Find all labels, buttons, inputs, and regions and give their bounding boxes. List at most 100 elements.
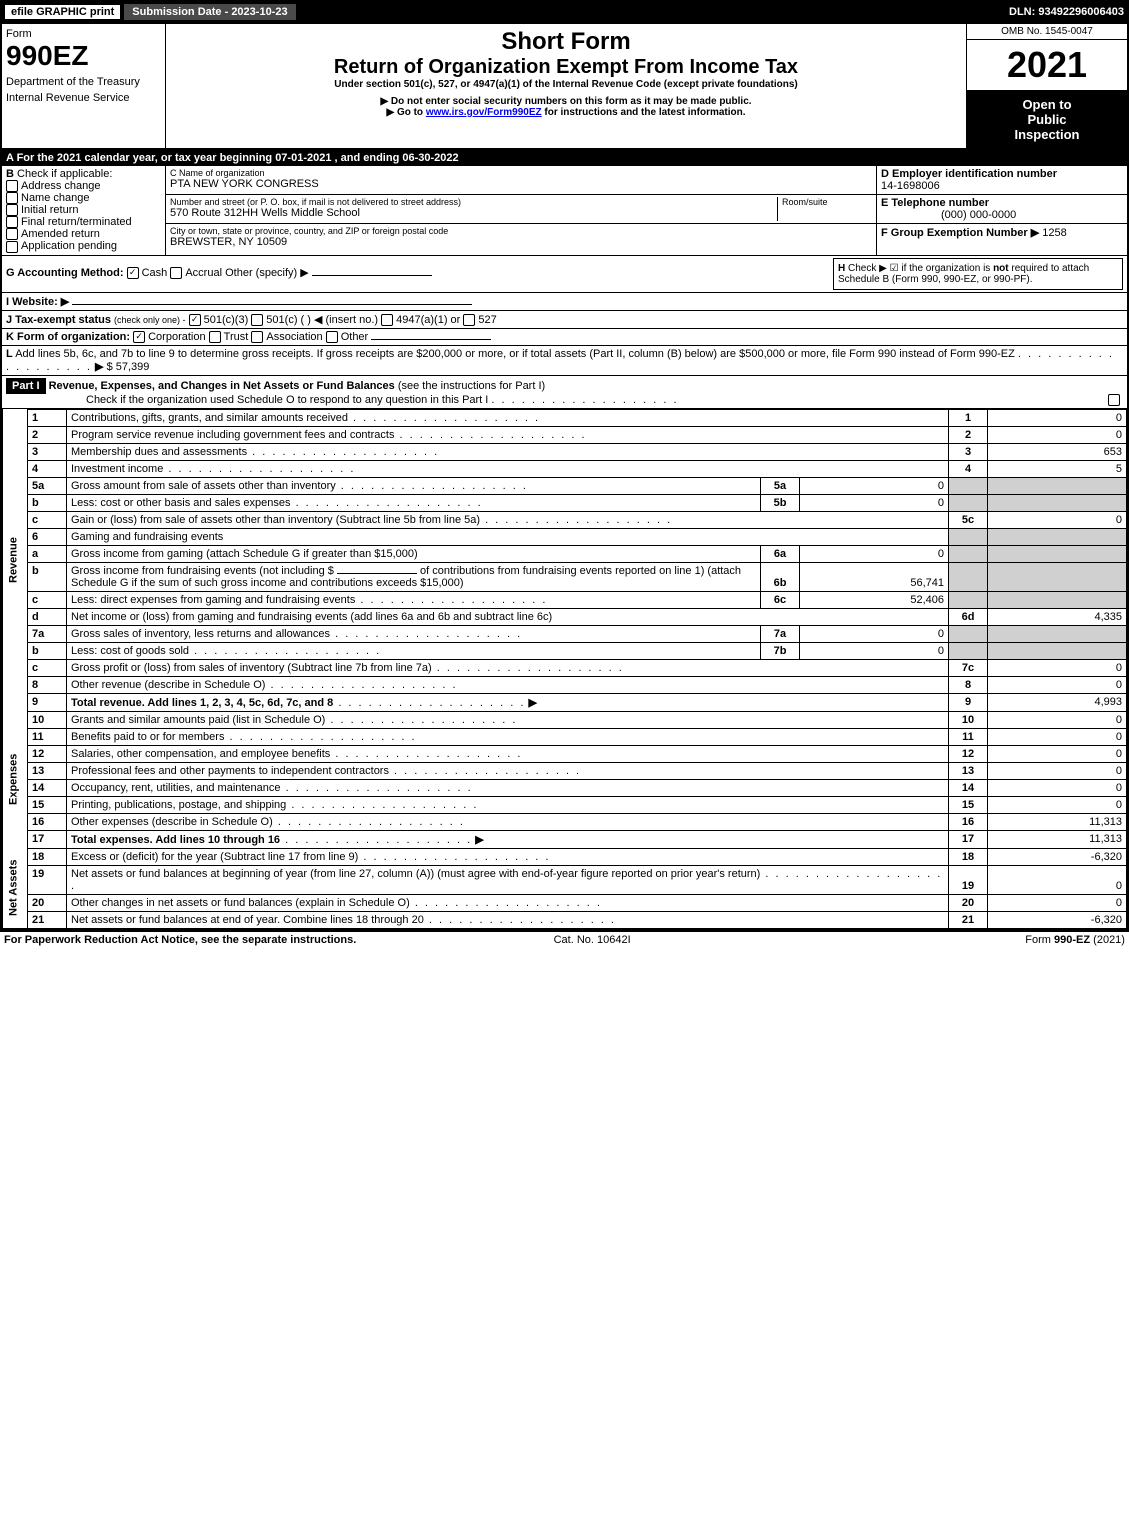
checkbox-527[interactable] bbox=[463, 314, 475, 326]
arrow-icon: ▶ bbox=[475, 834, 483, 846]
line-desc: Other revenue (describe in Schedule O) bbox=[71, 679, 265, 691]
form-header: Form 990EZ Department of the Treasury In… bbox=[2, 24, 1127, 150]
dots-icon bbox=[224, 731, 416, 743]
checkbox-association[interactable] bbox=[251, 331, 263, 343]
shaded-cell bbox=[949, 625, 988, 642]
line-desc: Occupancy, rent, utilities, and maintena… bbox=[71, 782, 281, 794]
department-label: Department of the Treasury bbox=[6, 76, 161, 88]
checkbox-501c[interactable] bbox=[251, 314, 263, 326]
phone-value: (000) 000-0000 bbox=[881, 209, 1016, 221]
line-num: b bbox=[28, 562, 67, 591]
line-num: 8 bbox=[28, 676, 67, 693]
b-label: B bbox=[6, 168, 14, 180]
line-num: 18 bbox=[28, 848, 67, 865]
line-11: 11 Benefits paid to or for members 11 0 bbox=[3, 728, 1127, 745]
other-specify-input[interactable] bbox=[312, 275, 432, 276]
line-num: 12 bbox=[28, 745, 67, 762]
line-desc: Total expenses. Add lines 10 through 16 bbox=[71, 834, 280, 846]
other-org-input[interactable] bbox=[371, 339, 491, 340]
row-k-form-org: K Form of organization: Corporation Trus… bbox=[2, 329, 1127, 346]
checkbox-application-pending[interactable] bbox=[6, 241, 18, 253]
checkbox-initial-return[interactable] bbox=[6, 204, 18, 216]
sub-box: 5b bbox=[761, 494, 800, 511]
checkbox-501c3[interactable] bbox=[189, 314, 201, 326]
line-num: 11 bbox=[28, 728, 67, 745]
checkbox-4947[interactable] bbox=[381, 314, 393, 326]
line-num: 10 bbox=[28, 711, 67, 728]
line-6: 6 Gaming and fundraising events bbox=[3, 528, 1127, 545]
line-num: c bbox=[28, 511, 67, 528]
opt-501c: 501(c) ( ) ◀ (insert no.) bbox=[266, 314, 378, 326]
line-num: 3 bbox=[28, 443, 67, 460]
line-amount: 0 bbox=[988, 762, 1127, 779]
i-label: I Website: ▶ bbox=[6, 296, 69, 308]
header-right: OMB No. 1545-0047 2021 Open to Public In… bbox=[966, 24, 1127, 148]
part-i-title: Revenue, Expenses, and Changes in Net As… bbox=[49, 380, 395, 392]
opt-501c3: 501(c)(3) bbox=[204, 314, 249, 326]
website-input[interactable] bbox=[72, 304, 472, 305]
checkbox-amended-return[interactable] bbox=[6, 228, 18, 240]
org-name-row: C Name of organization PTA NEW YORK CONG… bbox=[166, 166, 876, 195]
shaded-cell bbox=[988, 545, 1127, 562]
opt-accrual: Accrual bbox=[185, 267, 222, 279]
line-box: 18 bbox=[949, 848, 988, 865]
group-arrow-icon: ▶ bbox=[1031, 227, 1039, 239]
checkbox-name-change[interactable] bbox=[6, 192, 18, 204]
efile-print-button[interactable]: efile GRAPHIC print bbox=[5, 5, 120, 19]
row-a-tax-year: A For the 2021 calendar year, or tax yea… bbox=[2, 150, 1127, 166]
h-not: not bbox=[993, 263, 1009, 274]
line-desc: Professional fees and other payments to … bbox=[71, 765, 389, 777]
line-amount: 0 bbox=[988, 409, 1127, 426]
dots-icon bbox=[280, 834, 472, 846]
line-7c: c Gross profit or (loss) from sales of i… bbox=[3, 659, 1127, 676]
inspection-label: Open to Public Inspection bbox=[967, 91, 1127, 148]
line-desc: Other expenses (describe in Schedule O) bbox=[71, 816, 273, 828]
section-bcd: B Check if applicable: Address change Na… bbox=[2, 166, 1127, 256]
desc-part1: Gross income from fundraising events (no… bbox=[71, 565, 334, 577]
line-19: 19 Net assets or fund balances at beginn… bbox=[3, 865, 1127, 894]
line-desc: Net assets or fund balances at end of ye… bbox=[71, 914, 424, 926]
checkbox-other-org[interactable] bbox=[326, 331, 338, 343]
line-desc: Grants and similar amounts paid (list in… bbox=[71, 714, 325, 726]
sub-amount: 0 bbox=[800, 545, 949, 562]
line-box: 6d bbox=[949, 608, 988, 625]
line-box: 1 bbox=[949, 409, 988, 426]
sub-amount: 56,741 bbox=[800, 562, 949, 591]
line-num: 19 bbox=[28, 865, 67, 894]
line-box: 8 bbox=[949, 676, 988, 693]
line-box: 20 bbox=[949, 894, 988, 911]
check-if-applicable: Check if applicable: bbox=[17, 168, 112, 180]
shaded-cell bbox=[988, 477, 1127, 494]
checkbox-cash[interactable] bbox=[127, 267, 139, 279]
line-desc: Program service revenue including govern… bbox=[71, 429, 394, 441]
sub-amount: 0 bbox=[800, 494, 949, 511]
line-desc: Gross income from fundraising events (no… bbox=[67, 562, 761, 591]
dots-icon bbox=[348, 412, 540, 424]
checkbox-schedule-o[interactable] bbox=[1108, 394, 1120, 406]
checkbox-accrual[interactable] bbox=[170, 267, 182, 279]
dots-icon bbox=[163, 463, 355, 475]
line-box: 2 bbox=[949, 426, 988, 443]
line-amount: 11,313 bbox=[988, 830, 1127, 848]
checkbox-corporation[interactable] bbox=[133, 331, 145, 343]
irs-label: Internal Revenue Service bbox=[6, 92, 161, 104]
footer-form-num: 990-EZ bbox=[1054, 934, 1090, 946]
line-amount: 0 bbox=[988, 894, 1127, 911]
h-box: H Check ▶ ☑ if the organization is not r… bbox=[833, 258, 1123, 290]
phone-label: E Telephone number bbox=[881, 197, 989, 209]
opt-name-change: Name change bbox=[21, 192, 90, 204]
checkbox-address-change[interactable] bbox=[6, 180, 18, 192]
sub-amount: 0 bbox=[800, 642, 949, 659]
org-name: PTA NEW YORK CONGRESS bbox=[170, 178, 872, 190]
checkbox-final-return[interactable] bbox=[6, 216, 18, 228]
shaded-cell bbox=[988, 528, 1127, 545]
contrib-amount-input[interactable] bbox=[337, 573, 417, 574]
line-amount: 4,335 bbox=[988, 608, 1127, 625]
dots-icon bbox=[330, 628, 522, 640]
line-3: 3 Membership dues and assessments 3 653 bbox=[3, 443, 1127, 460]
checkbox-trust[interactable] bbox=[209, 331, 221, 343]
line-6a: a Gross income from gaming (attach Sched… bbox=[3, 545, 1127, 562]
shaded-cell bbox=[949, 528, 988, 545]
irs-link[interactable]: www.irs.gov/Form990EZ bbox=[426, 107, 542, 118]
line-desc: Less: direct expenses from gaming and fu… bbox=[71, 594, 355, 606]
